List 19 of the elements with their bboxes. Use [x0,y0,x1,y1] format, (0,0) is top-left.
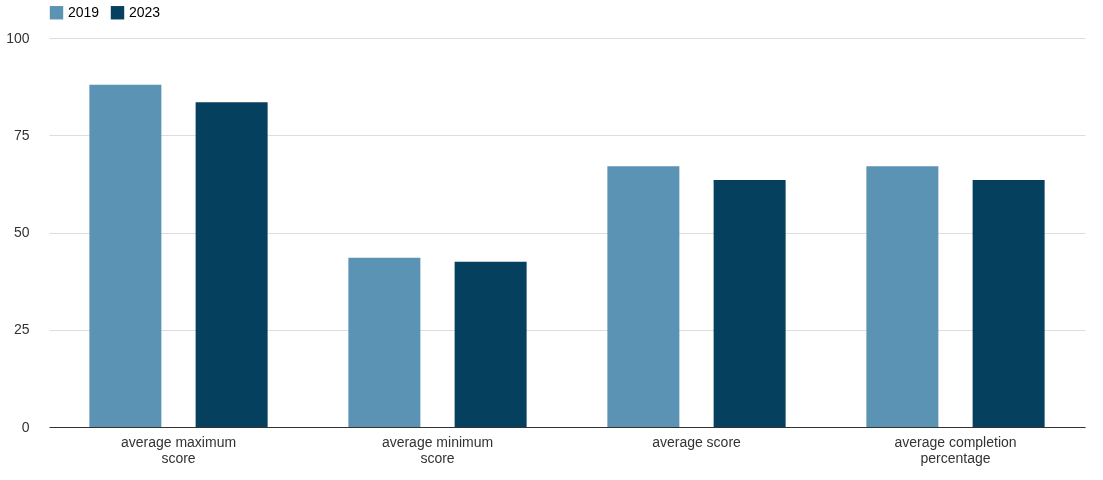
x-tick-label: average minimum score [381,433,494,466]
y-tick-label: 50 [13,224,30,240]
bar [713,179,786,427]
y-tick-label: 0 [21,418,30,435]
bar [607,166,680,427]
x-tick-label: average score [652,433,742,450]
x-tick-label: average completion percentage [894,433,1017,466]
bar [454,261,527,427]
bar [89,84,162,427]
y-tick-label: 100 [6,29,30,46]
x-tick-label: average maximum score [120,433,237,466]
legend-label: 2019 [68,3,100,20]
bar [195,102,268,427]
bar [972,179,1045,427]
bar [348,257,421,427]
y-tick-label: 25 [13,321,30,338]
legend-label: 2023 [129,3,161,20]
y-tick-label: 75 [13,126,30,143]
bar [866,166,939,427]
